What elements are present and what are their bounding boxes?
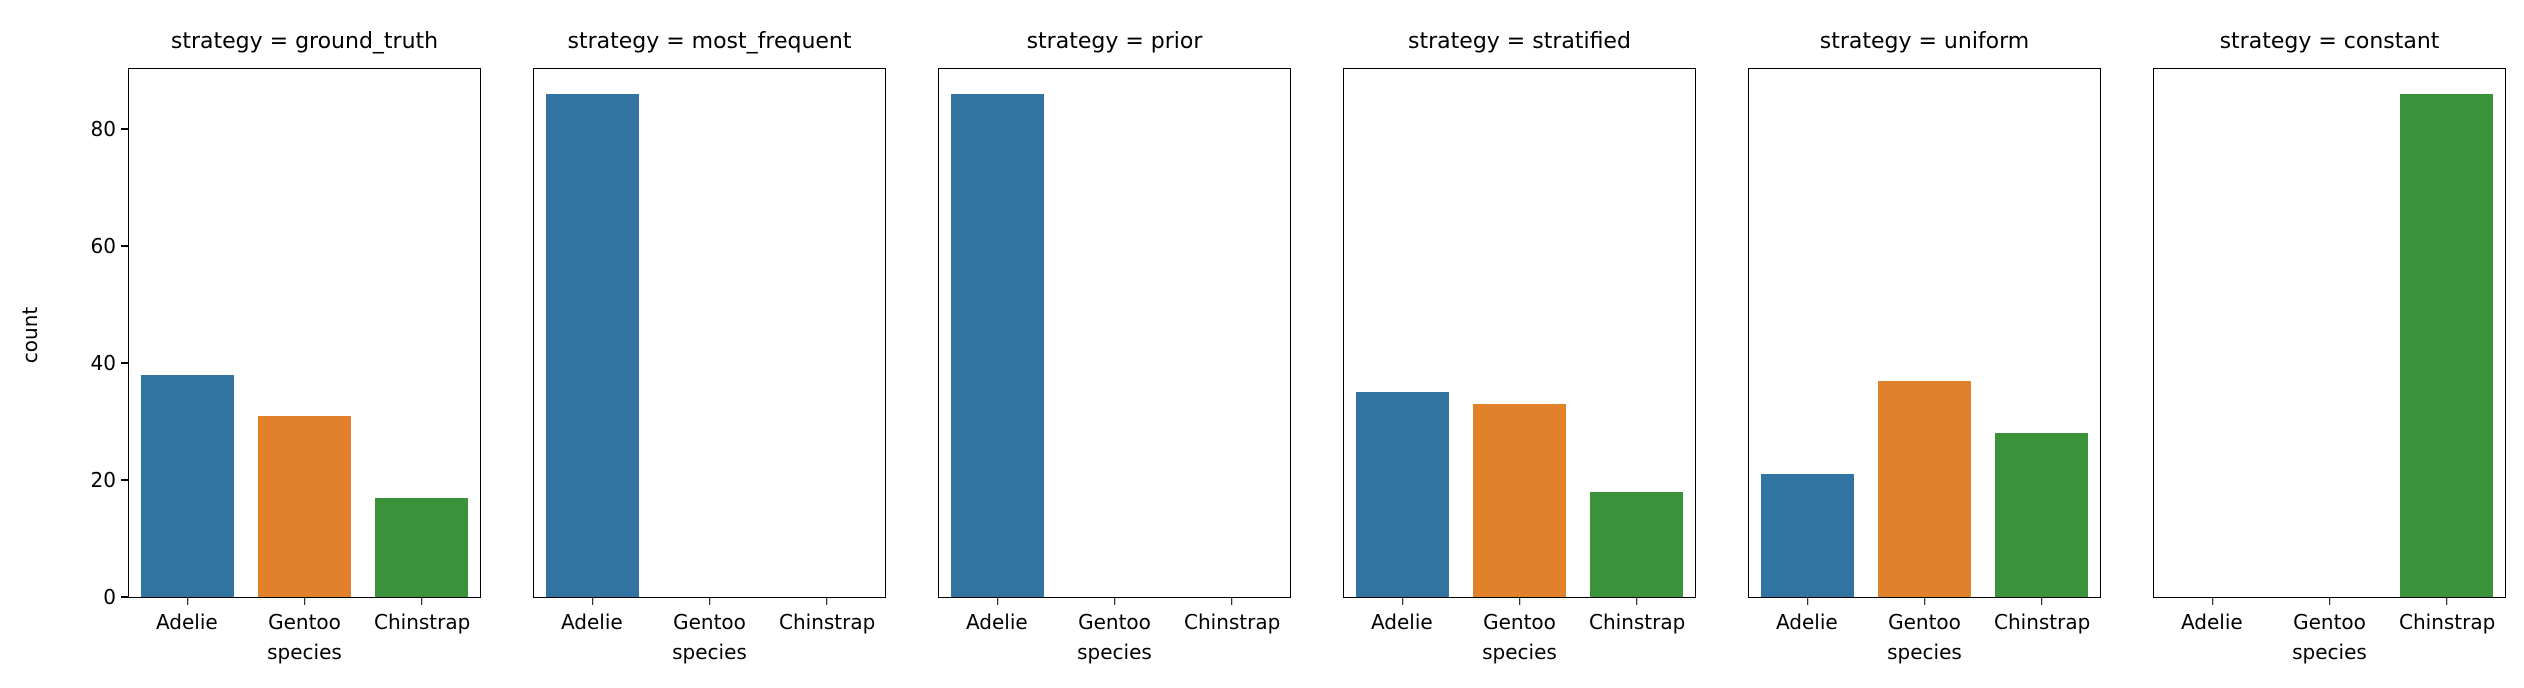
plot-area: 0 20 40 60 80 [91,68,481,609]
y-tick: 80 [91,117,129,141]
x-axis-label: species [672,640,747,664]
x-tick-label-gentoo: Gentoo [1483,610,1556,634]
x-tick-labels: Adelie Gentoo Chinstrap [1343,610,1696,634]
y-tick-label: 80 [90,117,116,142]
bar-chinstrap [1589,491,1684,597]
facet-title: strategy = prior [1026,29,1203,54]
x-tick-mark [2445,597,2448,605]
y-tick-label: 0 [103,585,116,609]
x-tick-mark [303,597,306,605]
x-tick-mark [1230,597,1233,605]
bar-gentoo [1877,380,1972,597]
x-tick-mark [1518,597,1521,605]
y-tick-mark [121,245,129,247]
y-axis-label: count [18,306,42,364]
y-tick-mark [121,596,129,598]
bar-gentoo [1472,404,1567,597]
bar-adelie [1355,392,1450,597]
y-tick: 20 [91,468,129,492]
facet-title: strategy = ground_truth [170,29,439,54]
x-tick-label-adelie: Adelie [1775,610,1838,634]
facet-title: strategy = stratified [1408,29,1631,54]
x-tick-mark [1806,597,1809,605]
x-tick-label-gentoo: Gentoo [2293,610,2366,634]
x-tick-label-chinstrap: Chinstrap [779,610,876,634]
x-axis-label: species [1887,640,1962,664]
x-tick-mark [1401,597,1404,605]
bar-gentoo [257,415,352,597]
x-tick-mark [186,597,189,605]
x-tick-mark [708,597,711,605]
y-tick: 60 [91,234,129,258]
bar-adelie [545,94,640,597]
x-tick-label-gentoo: Gentoo [673,610,746,634]
x-tick-label-chinstrap: Chinstrap [374,610,471,634]
bar-chinstrap [2399,94,2494,597]
bar-adelie [140,374,235,597]
plot-area [533,68,886,605]
plot-area [1343,68,1696,605]
bar-adelie [950,94,1045,597]
plot-area [2153,68,2506,605]
plot-area [938,68,1291,605]
x-tick-mark [996,597,999,605]
x-tick-labels: Adelie Gentoo Chinstrap [128,610,481,634]
y-tick-mark [121,479,129,481]
facet-panel-most_frequent: strategy = most_frequent Adelie Gentoo Chin… [533,26,886,664]
x-tick-mark [1923,597,1926,605]
x-tick-labels: Adelie Gentoo Chinstrap [938,610,1291,634]
y-tick: 0 [103,585,129,609]
x-tick-labels: Adelie Gentoo Chinstrap [533,610,886,634]
x-axis-label: species [2292,640,2367,664]
facet-panel-ground_truth: strategy = ground_truth 0 20 40 60 80 Adelie Ge… [91,26,481,664]
x-tick-mark [591,597,594,605]
facet-panels-container: strategy = ground_truth 0 20 40 60 80 Adelie Ge… [91,26,2506,664]
y-tick-mark [121,128,129,131]
x-tick-label-chinstrap: Chinstrap [2399,610,2496,634]
x-tick-labels: Adelie Gentoo Chinstrap [1748,610,2101,634]
x-tick-labels: Adelie Gentoo Chinstrap [2153,610,2506,634]
x-axis-label: species [1077,640,1152,664]
x-tick-label-chinstrap: Chinstrap [1994,610,2091,634]
x-tick-mark [420,597,423,605]
facet-panel-prior: strategy = prior Adelie Gentoo Chinstrap spe… [938,26,1291,664]
x-axis-label: species [1482,640,1557,664]
x-tick-label-gentoo: Gentoo [1078,610,1151,634]
x-tick-mark [1113,597,1116,605]
facet-panel-stratified: strategy = stratified Adelie Gentoo Chinstr… [1343,26,1696,664]
x-tick-label-chinstrap: Chinstrap [1589,610,1686,634]
facet-title: strategy = uniform [1819,29,2030,54]
x-tick-label-adelie: Adelie [155,610,218,634]
x-tick-mark [2211,597,2214,605]
x-tick-mark [1635,597,1638,605]
x-tick-label-adelie: Adelie [1370,610,1433,634]
x-axis-label: species [267,640,342,664]
x-tick-label-adelie: Adelie [965,610,1028,634]
y-tick-label: 20 [90,468,116,493]
plot-area [1748,68,2101,605]
bar-chinstrap [374,497,469,597]
facet-title: strategy = constant [2219,29,2440,54]
y-tick-mark [121,362,129,364]
x-tick-label-adelie: Adelie [2180,610,2243,634]
x-tick-mark [2040,597,2043,605]
bar-adelie [1760,474,1855,597]
bar-chinstrap [1994,433,2089,597]
y-tick: 40 [91,351,129,375]
x-tick-label-adelie: Adelie [560,610,623,634]
facet-panel-constant: strategy = constant Adelie Gentoo Chinstrap… [2153,26,2506,664]
x-tick-mark [825,597,828,605]
x-tick-label-gentoo: Gentoo [268,610,341,634]
x-tick-mark [2328,597,2331,605]
facet-panel-uniform: strategy = uniform Adelie Gentoo Chinstrap s… [1748,26,2101,664]
facet-title: strategy = most_frequent [567,29,852,54]
y-tick-label: 60 [90,234,116,259]
y-tick-label: 40 [90,351,116,376]
x-tick-label-chinstrap: Chinstrap [1184,610,1281,634]
x-tick-label-gentoo: Gentoo [1888,610,1961,634]
